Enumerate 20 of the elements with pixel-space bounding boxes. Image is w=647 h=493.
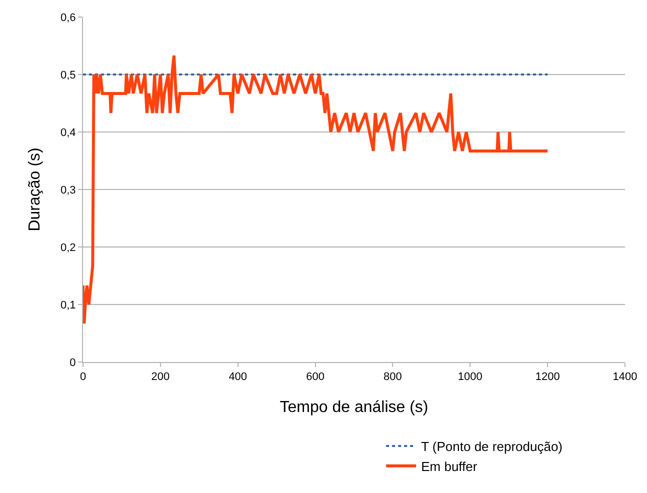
x-tick-label: 1200	[535, 371, 560, 384]
x-tick-label: 0	[80, 371, 86, 384]
y-tick-label: 0,5	[60, 69, 76, 82]
x-tick-label: 1400	[612, 371, 638, 384]
x-tick-label: 800	[384, 371, 402, 384]
y-tick-label: 0,4	[60, 126, 76, 139]
y-tick-label: 0,1	[60, 299, 76, 312]
x-tick-label: 1000	[458, 371, 482, 384]
legend-label: T (Ponto de reprodução)	[421, 439, 563, 454]
y-tick-label: 0,3	[60, 184, 76, 196]
legend-label: Em buffer	[421, 458, 478, 474]
x-tick-label: 200	[151, 371, 170, 384]
line-series	[83, 54, 550, 325]
y-tick-label: 0	[70, 356, 76, 369]
x-tick-label: 600	[306, 371, 324, 384]
x-axis-title: Tempo de análise (s)	[280, 398, 428, 416]
y-tick-label: 0,2	[60, 242, 76, 254]
y-axis-title: Duração (s)	[26, 148, 44, 232]
x-tick-label: 400	[228, 371, 248, 384]
y-tick-label: 0,6	[60, 12, 76, 24]
